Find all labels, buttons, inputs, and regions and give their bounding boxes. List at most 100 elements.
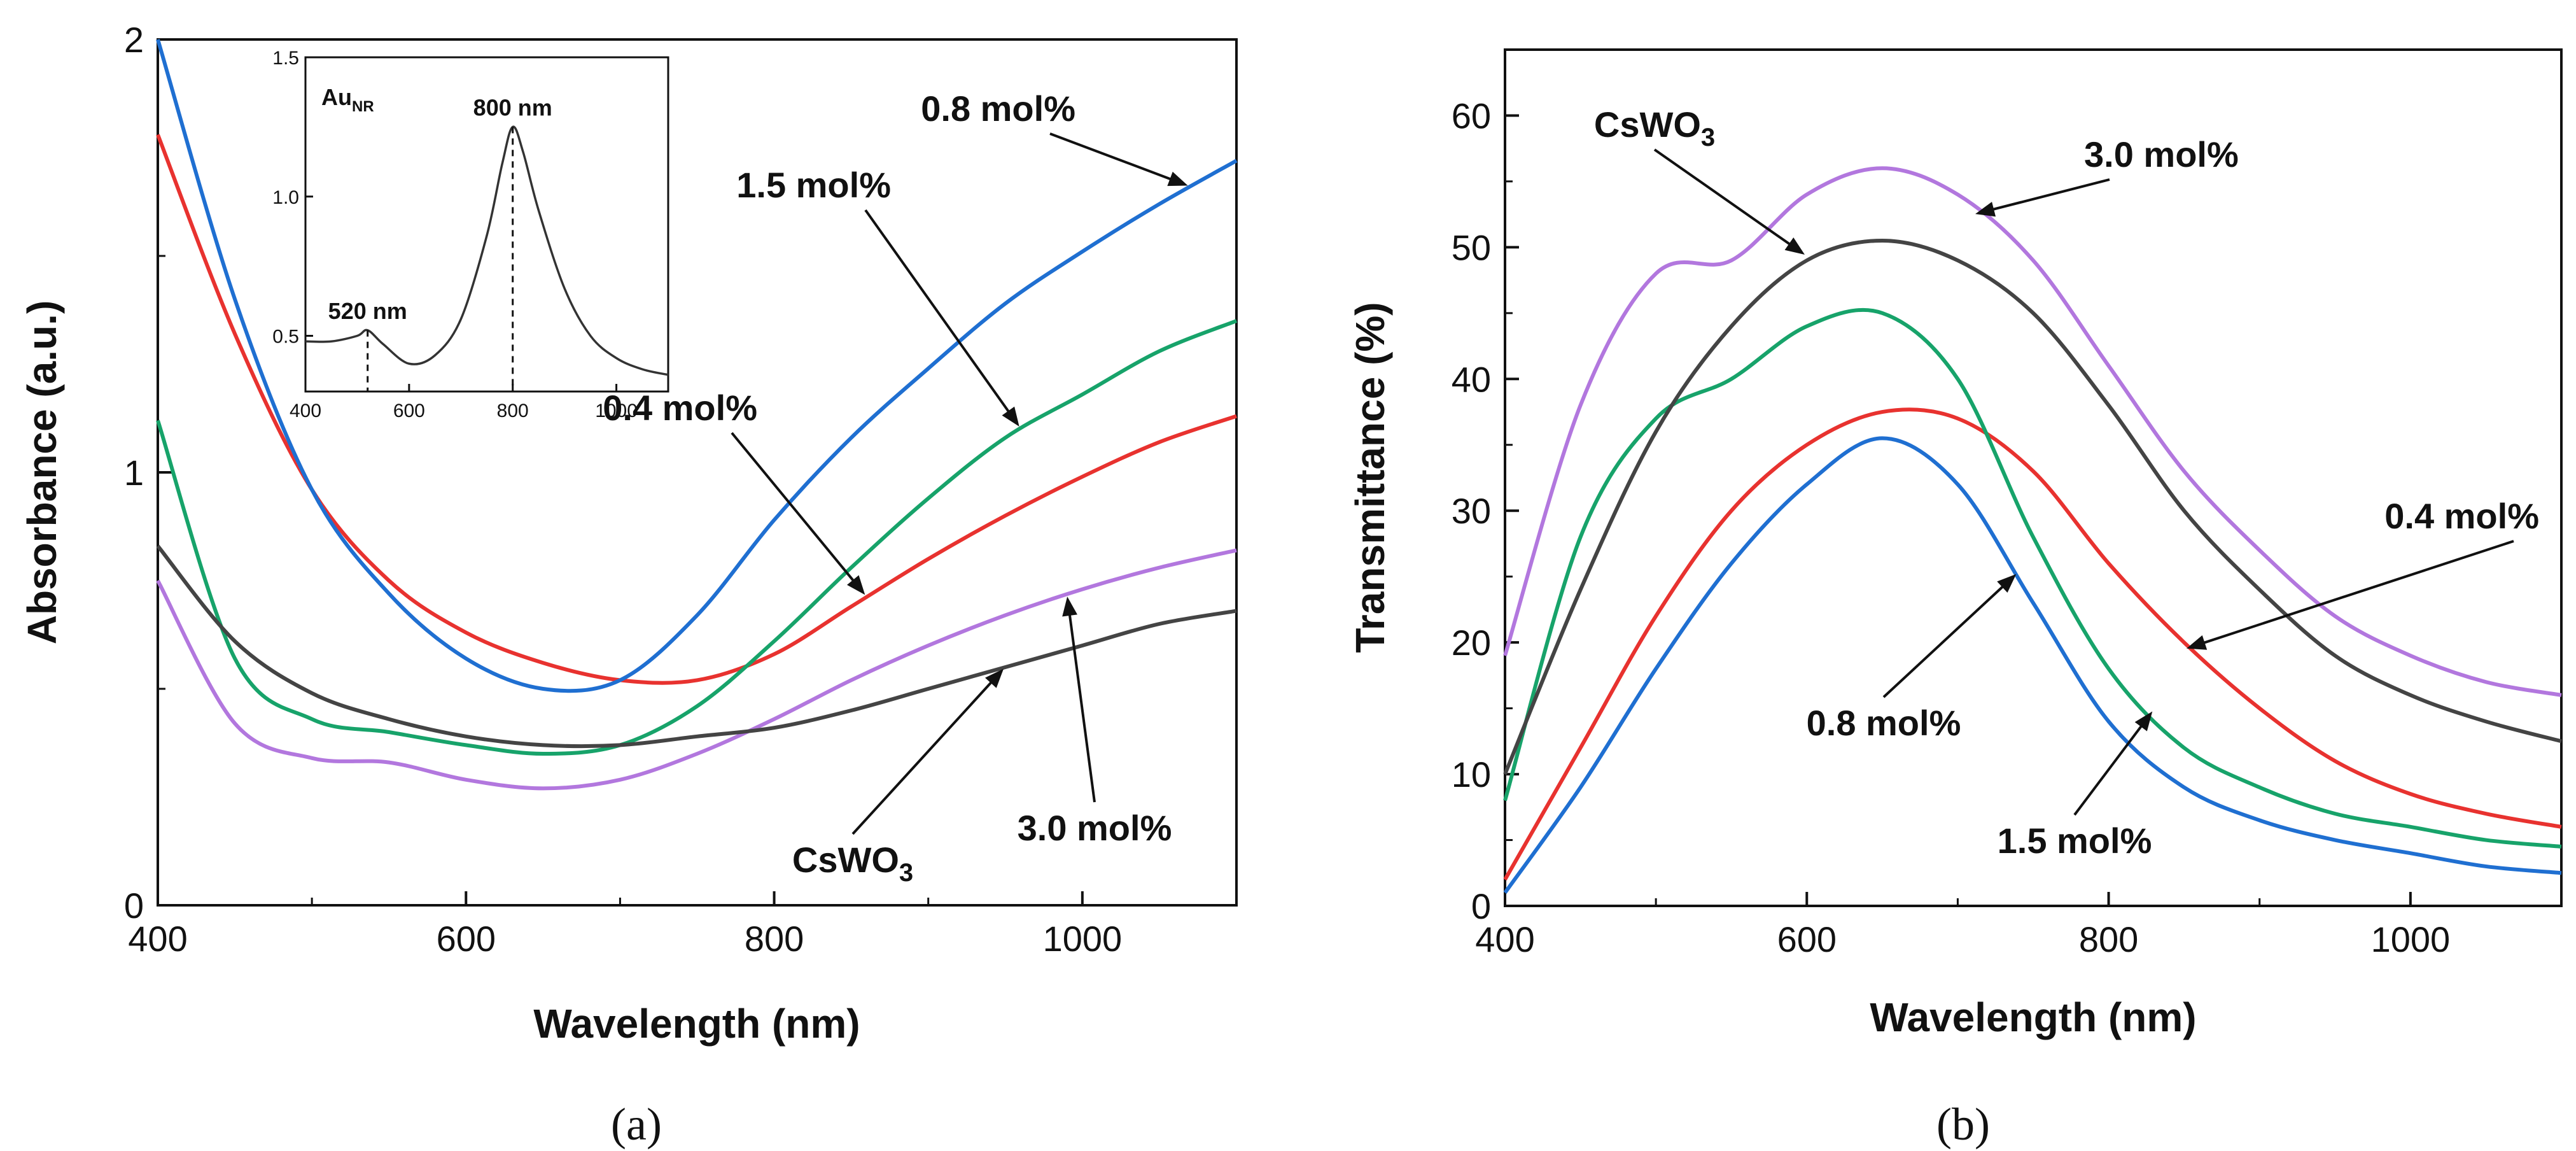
annotation-arrow-3-0-mol [1068,611,1096,803]
annotation-text: CsWO [1594,104,1701,145]
panel-label-b: (b) [1936,1099,1990,1150]
annotation-arrow-0-8-mol [1882,583,2006,698]
annotation-arrow-cswo3 [851,679,995,835]
annotation-label-1-5-mol: 1.5 mol% [736,165,891,205]
annotation-text: CsWO [792,840,899,880]
y-tick-label: 2 [124,20,144,60]
inset-peak-label: 800 nm [473,94,552,120]
annotation-arrows-a: 0.8 mol% 1.5 mol% 0.4 mol% 3.0 mol% CsWO3 [603,88,1188,887]
x-tick-label: 400 [1475,919,1534,959]
annotation-arrowhead-3-0-mol [1975,202,1996,217]
annotation-arrowhead-cswo3 [1784,237,1805,255]
chart-panel-a: 400 600 800 1000 0 1 2 0.8 mol% 1.5 mol% 0.4 mol… [19,20,1238,1150]
x-tick-label: 1000 [1043,919,1123,959]
inset-x-tick-label: 1000 [595,400,638,421]
annotation-arrowhead-0-4-mol [846,575,865,595]
y-tick-label: 20 [1452,623,1491,663]
inset-x-tick-label: 600 [393,400,425,421]
y-axis-title-b: Transmittance (%) [1347,302,1393,653]
annotation-label-3-0-mol: 3.0 mol% [2084,134,2239,174]
annotation-text: 0.4 mol% [603,388,757,428]
annotation-subscript: 3 [1701,124,1715,152]
annotation-arrowhead-0-4-mol [2186,635,2208,650]
x-tick-label: 800 [2079,919,2138,959]
y-tick-label: 10 [1452,754,1491,794]
annotation-label-1-5-mol: 1.5 mol% [1998,821,2152,861]
annotation-subscript: 3 [899,859,913,887]
series-line-1-5-mol [1503,307,2562,849]
x-tick-label: 600 [1777,919,1837,959]
annotation-arrows-b: CsWO3 3.0 mol% 0.4 mol% 0.8 mol% 1.5 mol% [1594,104,2539,861]
annotation-label-cswo3: CsWO3 [792,840,913,887]
x-tick-label: 600 [437,919,496,959]
annotation-arrowhead-3-0-mol [1062,597,1078,617]
series-line-3-0-mol [1503,166,2562,697]
x-axis-title-a: Wavelength (nm) [533,1001,860,1047]
annotation-arrowhead-0-8-mol [1997,574,2017,593]
axis-ticks-a: 400 600 800 1000 0 1 2 [124,20,1122,959]
annotation-arrow-0-4-mol [731,432,857,584]
y-tick-label: 60 [1452,95,1491,136]
annotation-text: 0.8 mol% [921,88,1075,129]
y-tick-label: 40 [1452,359,1491,399]
x-tick-label: 1000 [2371,919,2451,959]
y-tick-label: 30 [1452,491,1491,531]
y-tick-label: 1 [124,453,144,493]
inset-x-tick-label: 400 [290,400,321,421]
annotation-label-0-8-mol: 0.8 mol% [1807,703,1961,743]
inset-frame [304,56,669,393]
y-tick-label: 50 [1452,227,1491,267]
inset-y-tick-label: 0.5 [272,327,299,348]
series-group-a [156,39,1238,791]
plot-frame-b [1504,48,2563,907]
annotation-arrow-1-5-mol [864,209,1012,415]
inset-x-tick-label: 800 [497,400,529,421]
inset-y-tick-label: 1.0 [272,187,299,208]
annotation-arrowhead-0-8-mol [1167,171,1188,187]
y-axis-title-a: Absorbance (a.u.) [19,300,65,645]
annotation-arrow-cswo3 [1653,148,1793,247]
panel-label-a: (a) [611,1099,662,1150]
annotation-label-cswo3: CsWO3 [1594,104,1715,152]
annotation-text: 3.0 mol% [1018,808,1172,848]
annotation-text: 0.8 mol% [1807,703,1961,743]
inset-title: AuNR [321,84,374,115]
series-line-0-8-mol [156,39,1238,693]
series-line-0-4-mol [156,134,1237,685]
annotation-arrow-0-8-mol [1049,132,1174,181]
annotation-arrowhead-1-5-mol [2134,711,2153,731]
annotation-arrowhead-cswo3 [984,668,1004,688]
chart-panel-b: 400 600 800 1000 0 10 20 30 40 50 60 CsWO3 3.0 mol%… [1347,48,2563,1150]
series-line-0-4-mol [1503,407,2562,881]
x-tick-label: 800 [745,919,804,959]
series-line-3-0-mol [156,548,1237,791]
annotation-label-0-8-mol: 0.8 mol% [921,88,1075,129]
series-group-b [1503,166,2562,894]
annotation-arrow-3-0-mol [1989,178,2110,212]
x-axis-title-b: Wavelength (nm) [1870,994,2196,1040]
y-tick-label: 0 [124,886,144,926]
annotation-arrow-0-4-mol [2201,540,2514,646]
series-line-1-5-mol [156,319,1238,756]
annotation-text: 1.5 mol% [736,165,891,205]
annotation-label-3-0-mol: 3.0 mol% [1018,808,1172,848]
series-line-cswo3 [156,544,1237,749]
annotation-text: 1.5 mol% [1998,821,2152,861]
series-line-0-8-mol [1503,436,2562,894]
annotation-label-0-4-mol: 0.4 mol% [603,388,757,428]
inset-peak-label: 520 nm [328,298,407,324]
annotation-arrow-1-5-mol [2073,723,2145,816]
annotation-label-0-4-mol: 0.4 mol% [2384,496,2539,536]
inset-axis-ticks: 400 600 800 1000 0.5 1.0 1.5 [272,48,638,421]
x-tick-label: 400 [128,919,187,959]
y-tick-label: 0 [1471,886,1491,926]
annotation-text: 3.0 mol% [2084,134,2239,174]
inset-chart: 400 600 800 1000 0.5 1.0 1.5 520 nm 800 nm AuNR [272,48,669,421]
annotation-text: 0.4 mol% [2384,496,2539,536]
inset-y-tick-label: 1.5 [272,48,299,69]
axis-ticks-b: 400 600 800 1000 0 10 20 30 40 50 60 [1452,95,2450,959]
annotation-arrowhead-1-5-mol [1002,406,1019,427]
series-line-cswo3 [1503,239,2562,775]
inset-series: 520 nm 800 nm [305,94,669,392]
